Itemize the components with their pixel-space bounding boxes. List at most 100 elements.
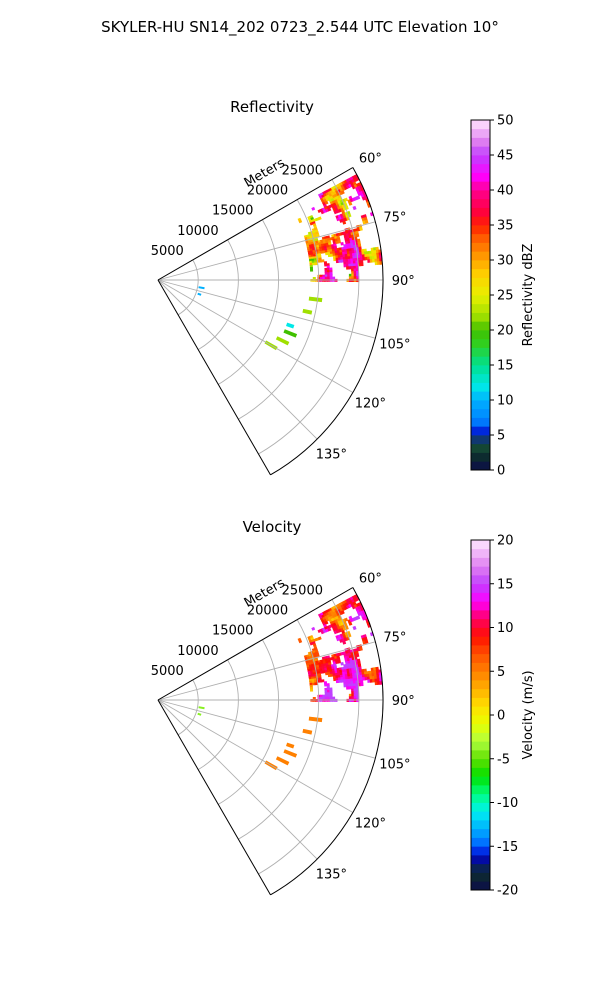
sparse-echo [197,712,202,716]
angle-tick-label: 90° [392,694,415,709]
colorbar-tick-label: 0 [497,709,505,724]
colorbar-tick-label: 25 [497,289,514,304]
colorbar-band [471,583,490,593]
echo-gate [356,615,361,620]
echo-gate [353,276,357,280]
reflectivity-angle-ticks: 60° 75° 90° 105° 120° 135° [316,151,415,462]
colorbar-band [471,802,490,812]
colorbar-band [471,811,490,821]
colorbar-band [471,207,490,217]
reflectivity-radial-ticks: 5000 10000 15000 20000 25000 [151,164,323,259]
colorbar-band [471,881,490,891]
colorbar-band [471,846,490,856]
velocity-title: Velocity [243,518,302,536]
echo-gate [317,636,322,641]
colorbar-tick-label: -20 [497,884,518,899]
colorbar-tick-label: 5 [497,429,505,444]
colorbar-tick-label: 0 [497,464,505,479]
angle-tick-label: 105° [379,338,410,353]
echo-gate [340,662,344,666]
colorbar-band [471,417,490,427]
colorbar-band [471,347,490,357]
colorbar-band [471,181,490,191]
radial-tick-label: 20000 [247,604,288,619]
echo-gate [314,262,318,266]
velocity-frame [157,587,384,896]
reflectivity-colorbar: 0 5 10 15 20 25 30 35 40 45 50 Reflectivity dBZ [470,114,536,479]
colorbar-band [471,618,490,628]
velocity-angle-ticks: 60° 75° 90° 105° 120° 135° [316,571,415,882]
colorbar-band [471,636,490,646]
echo-gate [309,688,314,692]
echo-gate [348,621,353,626]
echo-gate [364,219,369,224]
colorbar-tick-label: 10 [497,621,514,636]
echo-gate [322,274,326,278]
echo-gate [327,274,331,278]
colorbar-band [471,128,490,138]
velocity-colorbar-ticks: -20 -15 -10 -5 0 5 10 15 20 [490,534,518,899]
sparse-echo [198,286,205,290]
echo-gate [360,682,364,687]
colorbar-band [471,715,490,725]
colorbar-band [471,653,490,663]
echo-gate [359,646,363,651]
velocity-colorbar: -20 -15 -10 -5 0 5 10 15 20 Velocity (m/s) [470,534,536,899]
sector-edge-end [157,279,271,476]
colorbar-band [471,330,490,340]
echo-gate [320,696,323,700]
colorbar-band [471,767,490,777]
echo-gate [351,693,355,697]
echo-gate [329,694,333,698]
colorbar-band [471,837,490,847]
colorbar-band [471,373,490,383]
echo-gate [311,626,316,631]
colorbar-band [471,137,490,147]
colorbar-band [471,793,490,803]
echo-gate [320,276,323,280]
reflectivity-colorbar-ticks: 0 5 10 15 20 25 30 35 40 45 50 [490,114,514,479]
echo-gate [327,627,332,632]
angle-tick-label: 120° [355,817,386,832]
echo-gate [322,276,326,280]
echo-gate [309,268,314,272]
colorbar-band [471,391,490,401]
echo-gate [348,693,352,698]
azimuth-gridline [157,279,354,393]
angle-tick-label: 135° [316,447,347,462]
colorbar-band [471,662,490,672]
colorbar-band [471,872,490,882]
echo-gate [331,696,336,700]
echo-gate [359,226,363,231]
colorbar-band [471,706,490,716]
radial-tick-label: 10000 [177,224,218,239]
echo-gate [316,233,320,238]
sector-edge-start [157,167,354,281]
sector-edge-start [157,587,354,701]
colorbar-band [471,198,490,208]
radial-tick-label: 25000 [282,164,323,179]
angle-tick-label: 60° [359,571,382,586]
colorbar-band [471,365,490,375]
radial-tick-label: 5000 [151,244,184,259]
reflectivity-colorbar-label: Reflectivity dBZ [521,244,536,347]
echo-gate [314,682,318,686]
colorbar-band [471,863,490,873]
echo-gate [348,201,353,206]
echo-gate [322,696,326,700]
echo-gate [331,276,336,280]
colorbar-band [471,557,490,567]
echo-region [297,173,383,283]
echo-gate [356,195,361,200]
colorbar-band [471,216,490,226]
angle-tick-label: 120° [355,397,386,412]
colorbar-tick-label: 50 [497,114,514,129]
colorbar-band [471,251,490,261]
echo-gate [348,273,352,278]
colorbar-band [471,566,490,576]
colorbar-band [471,163,490,173]
colorbar-band [471,548,490,558]
radial-tick-label: 15000 [212,204,253,219]
figure-suptitle: SKYLER-HU SN14_202 0723_2.544 UTC Elevat… [101,18,499,37]
colorbar-band [471,732,490,742]
